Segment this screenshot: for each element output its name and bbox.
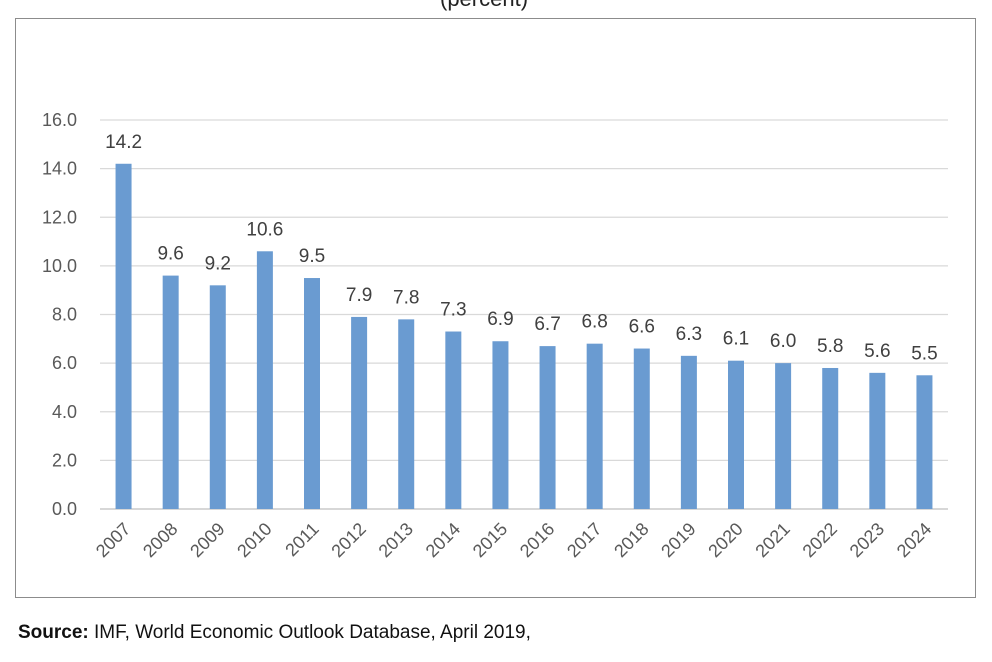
x-tick-label: 2022: [799, 519, 841, 561]
y-tick-label: 8.0: [52, 305, 77, 325]
source-text: IMF, World Economic Outlook Database, Ap…: [88, 622, 531, 643]
x-tick-label: 2017: [563, 519, 605, 561]
data-label: 9.5: [299, 246, 325, 267]
x-tick-label: 2018: [610, 519, 652, 561]
data-label: 6.8: [581, 312, 607, 333]
bar: [869, 372, 886, 509]
x-tick-label: 2019: [657, 519, 699, 561]
bar: [162, 275, 179, 509]
data-label: 6.9: [487, 309, 513, 330]
data-label: 6.0: [770, 331, 796, 352]
data-label: 6.3: [676, 324, 702, 345]
x-tick-label: 2009: [186, 519, 228, 561]
data-label: 5.6: [864, 341, 890, 362]
data-label: 6.7: [534, 314, 560, 335]
data-label: 6.6: [629, 317, 655, 338]
data-label: 7.8: [393, 287, 419, 308]
gridlines: [100, 119, 948, 510]
data-label: 7.9: [346, 285, 372, 306]
source-label: Source:: [18, 622, 89, 643]
value-labels: 14.2 9.6 9.2 10.6 9.5 7.9 7.8 7.3 6.9 6.7 6.8 6.6 6.…: [105, 132, 938, 365]
y-tick-label: 12.0: [42, 207, 77, 227]
data-label: 9.2: [205, 253, 231, 274]
bar: [539, 346, 556, 509]
y-tick-label: 16.0: [42, 110, 77, 130]
x-tick-label: 2016: [516, 519, 558, 561]
y-tick-label: 4.0: [52, 402, 77, 422]
data-label: 9.6: [157, 244, 183, 265]
x-tick-label: 2013: [375, 519, 417, 561]
data-label: 5.5: [911, 343, 937, 364]
x-tick-label: 2021: [751, 519, 793, 561]
y-tick-label: 14.0: [42, 159, 77, 179]
x-tick-label: 2007: [92, 519, 134, 561]
bar: [209, 285, 226, 509]
bar-chart: 0.0 2.0 4.0 6.0 8.0 10.0 12.0 14.0 16.0 14.2 9.6 9…: [42, 110, 948, 561]
data-label: 7.3: [440, 300, 466, 321]
bar: [586, 343, 603, 509]
x-tick-label: 2015: [469, 519, 511, 561]
x-tick-label: 2020: [704, 519, 746, 561]
bars: [115, 163, 933, 509]
chart-title-fragment: (percent): [440, 0, 528, 12]
bar: [633, 348, 650, 509]
data-label: 10.6: [246, 219, 283, 240]
y-tick-label: 6.0: [52, 353, 77, 373]
bar: [115, 163, 132, 509]
data-label: 5.8: [817, 336, 843, 357]
bar: [256, 251, 273, 509]
y-tick-label: 2.0: [52, 450, 77, 470]
bar: [822, 367, 839, 509]
x-tick-label: 2023: [846, 519, 888, 561]
y-axis-ticks: 0.0 2.0 4.0 6.0 8.0 10.0 12.0 14.0 16.0: [42, 110, 77, 519]
x-tick-label: 2008: [139, 519, 181, 561]
y-tick-label: 0.0: [52, 499, 77, 519]
x-axis-ticks: 2007 2008 2009 2010 2011 2012 2013 2014 2015 2016…: [92, 519, 935, 561]
bar: [398, 319, 415, 509]
x-tick-label: 2010: [233, 519, 275, 561]
x-tick-label: 2012: [327, 519, 369, 561]
source-note: Source: IMF, World Economic Outlook Data…: [18, 622, 531, 644]
bar: [775, 363, 792, 509]
data-label: 14.2: [105, 132, 142, 153]
bar: [351, 316, 368, 509]
data-label: 6.1: [723, 329, 749, 350]
bar: [728, 360, 744, 509]
bar: [680, 355, 697, 509]
bar: [445, 331, 462, 509]
x-tick-label: 2014: [422, 519, 464, 561]
bar: [492, 341, 509, 509]
bar: [916, 375, 933, 509]
y-tick-label: 10.0: [42, 256, 77, 276]
x-tick-label: 2011: [281, 519, 323, 561]
bar: [304, 278, 320, 509]
x-tick-label: 2024: [893, 519, 935, 561]
